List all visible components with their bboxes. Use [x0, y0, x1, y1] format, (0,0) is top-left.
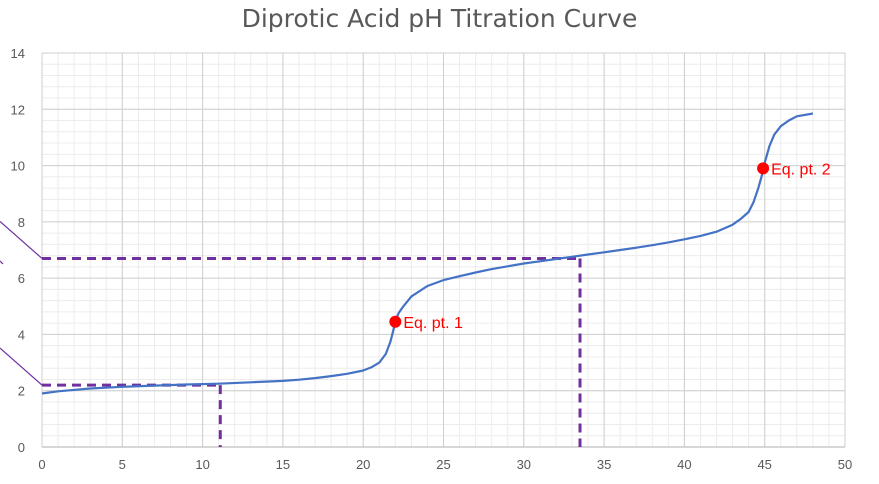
- x-tick-label: 0: [38, 457, 45, 472]
- x-tick-label: 50: [838, 457, 852, 472]
- x-tick-label: 30: [517, 457, 531, 472]
- x-tick-label: 15: [276, 457, 290, 472]
- x-tick-label: 40: [677, 457, 691, 472]
- y-tick-label: 14: [11, 46, 25, 61]
- edge-line-upper: [0, 220, 43, 259]
- y-tick-label: 2: [18, 384, 25, 399]
- edge-line-lower: [0, 347, 43, 386]
- y-tick-label: 0: [18, 440, 25, 455]
- x-tick-label: 5: [119, 457, 126, 472]
- y-tick-label: 4: [18, 327, 25, 342]
- y-tick-label: 8: [18, 215, 25, 230]
- x-tick-label: 10: [195, 457, 209, 472]
- equivalence-point-2: [757, 162, 770, 175]
- chart-title: Diprotic Acid pH Titration Curve: [241, 4, 638, 33]
- series-line-1: [41, 112, 814, 395]
- x-tick-label: 45: [757, 457, 771, 472]
- y-tick-label: 10: [11, 159, 25, 174]
- x-tick-label: 25: [436, 457, 450, 472]
- equivalence-point-1: [389, 315, 402, 328]
- edge-tick-mark: [0, 260, 4, 265]
- y-tick-label: 12: [11, 102, 25, 117]
- equivalence-point-label-1: Eq. pt. 1: [403, 315, 463, 332]
- x-tick-label: 35: [597, 457, 611, 472]
- equivalence-point-label-2: Eq. pt. 2: [771, 161, 831, 178]
- y-tick-label: 6: [18, 271, 25, 286]
- x-tick-label: 20: [356, 457, 370, 472]
